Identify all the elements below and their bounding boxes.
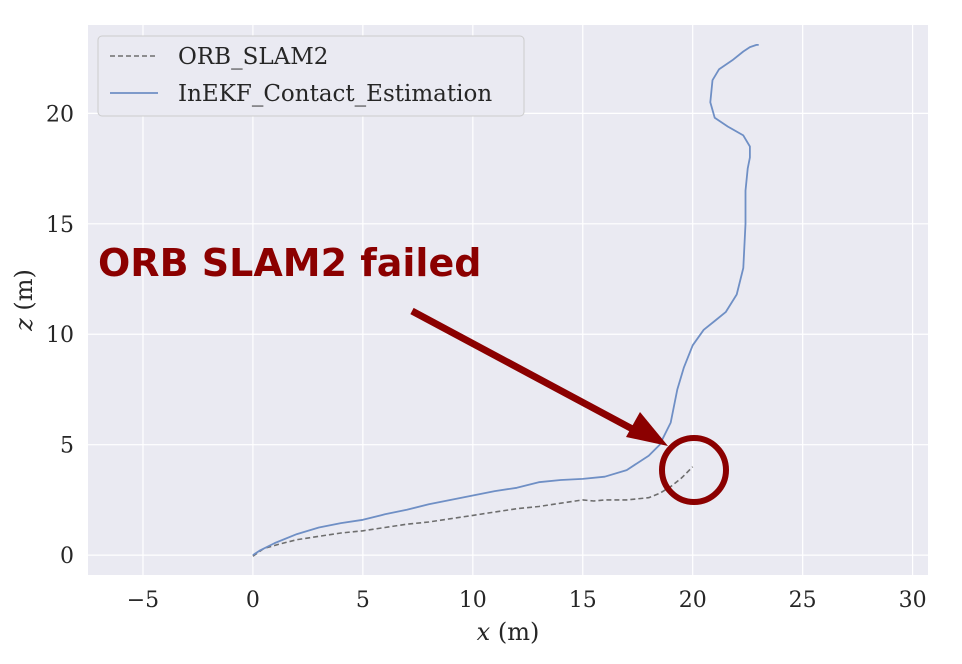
x-tick-label: 20 [679,588,707,613]
legend-box [97,35,525,117]
x-tick-label: 30 [899,588,927,613]
y-tick-label: 20 [46,102,74,127]
legend-label-orb-slam2: ORB_SLAM2 [178,44,328,70]
failure-circle [659,435,729,505]
series-inekf-contact-estimation [252,44,759,556]
x-tick-label: 5 [356,588,370,613]
y-tick-label: 15 [46,213,74,238]
y-tick-label: 0 [60,544,74,569]
x-tick-label: −5 [127,588,159,613]
series-layer [252,44,759,557]
legend: ORB_SLAM2 InEKF_Contact_Estimation [97,35,525,117]
annotation-text: ORB SLAM2 failed [98,241,481,285]
plot-area [88,25,928,575]
y-tick-label: 5 [60,434,74,459]
legend-label-inekf: InEKF_Contact_Estimation [178,81,492,107]
annotation-arrow-shaft [410,307,640,436]
y-tick-label: 10 [46,323,74,348]
x-tick-label: 15 [569,588,597,613]
x-tick-label: 10 [459,588,487,613]
grid [88,25,928,575]
x-axis-label: x (m) [477,618,540,646]
failure-annotation: ORB SLAM2 failed [98,241,729,505]
y-axis-label: z (m) [10,269,38,332]
tick-labels: −5 0 5 10 15 20 25 30 0 5 10 15 20 [46,102,927,613]
x-tick-label: 25 [789,588,817,613]
series-orb-slam2 [252,466,694,557]
x-tick-label: 0 [246,588,260,613]
annotation-arrow-head [626,412,668,446]
